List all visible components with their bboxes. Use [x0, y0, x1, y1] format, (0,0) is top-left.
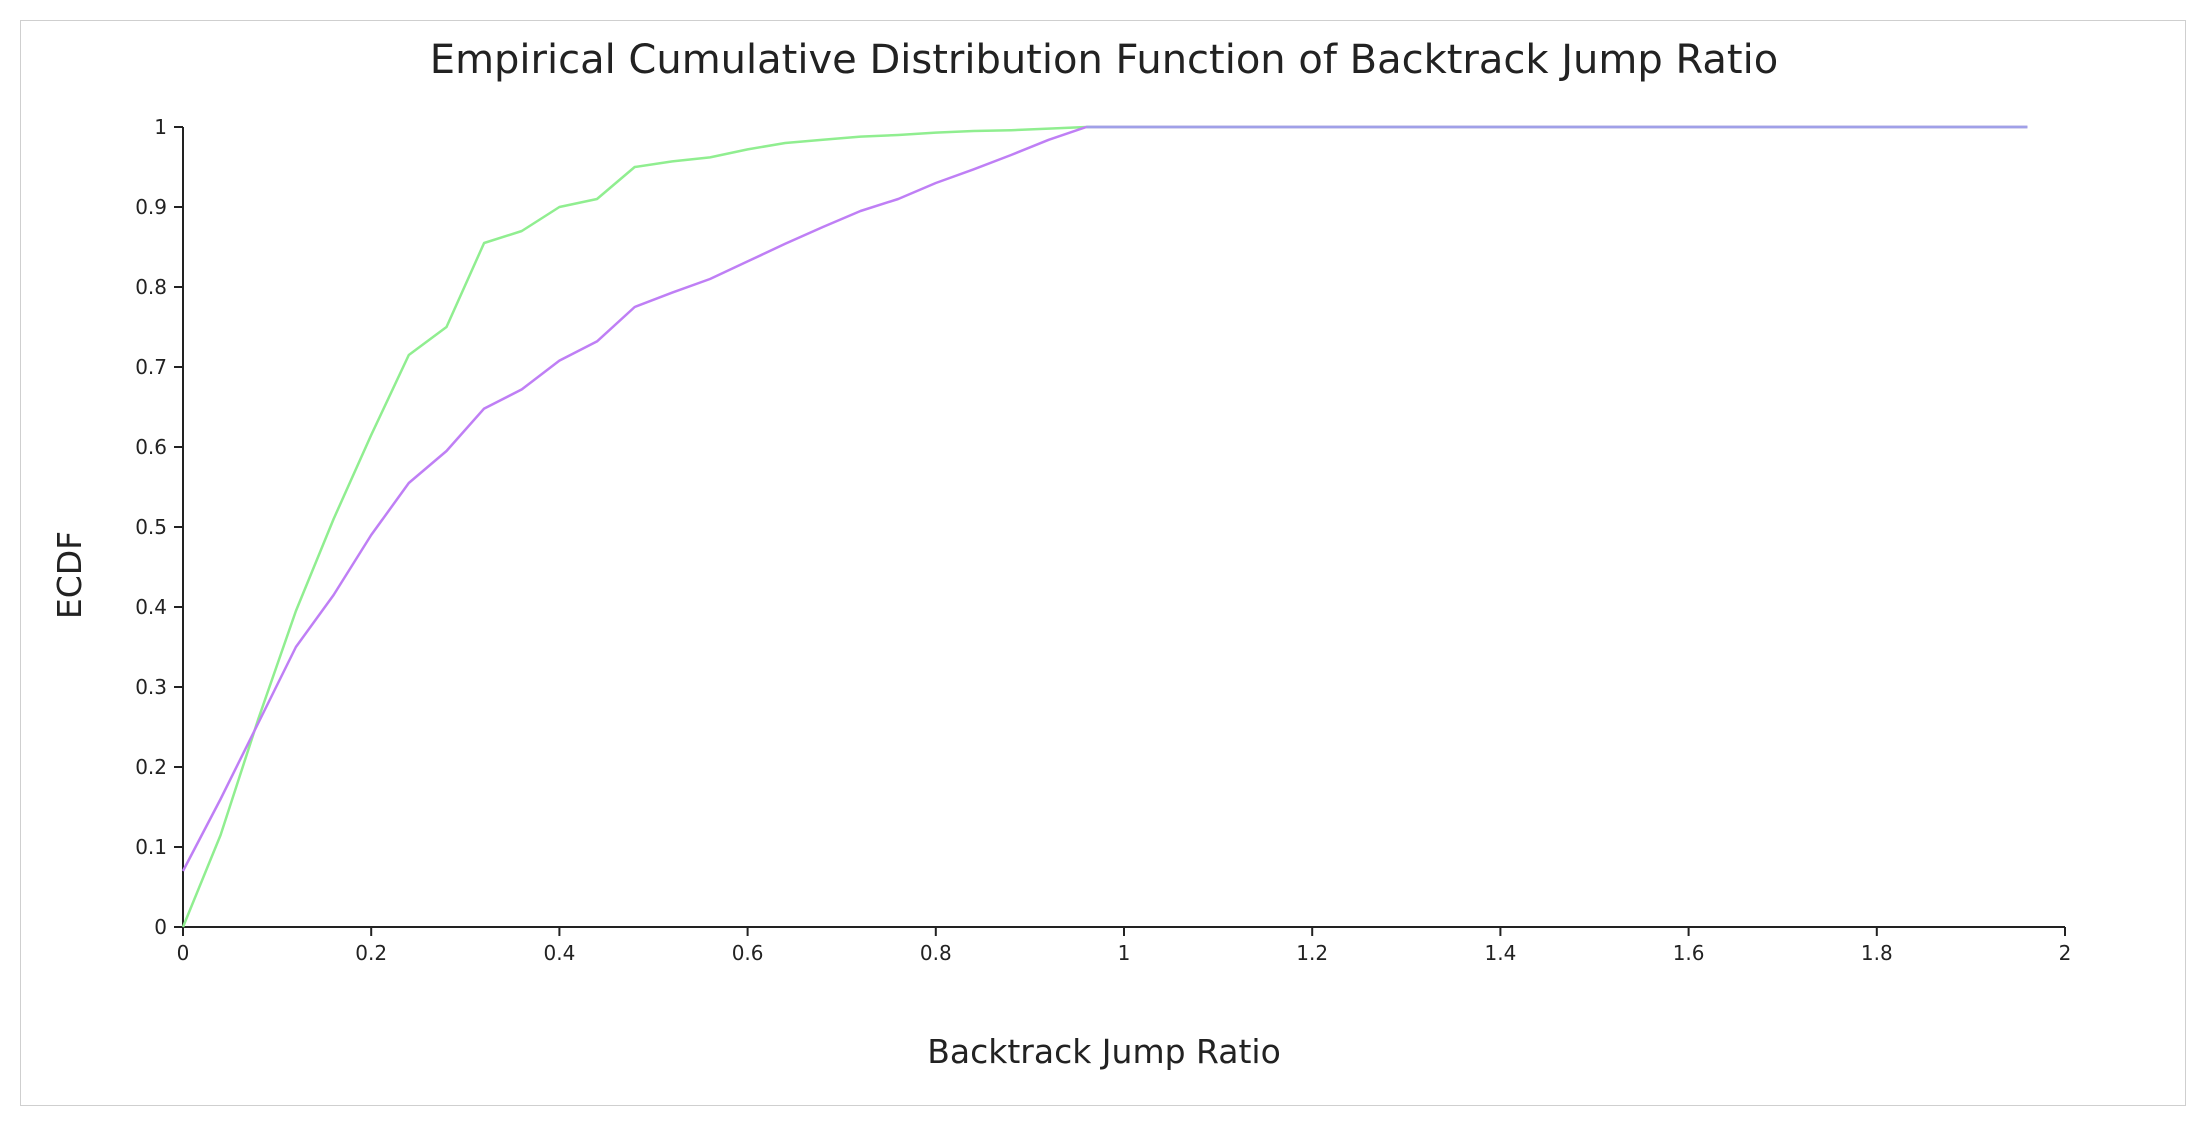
series-line-2 — [181, 125, 2028, 872]
x-tick-label: 1.2 — [1296, 941, 1328, 965]
y-axis-label: ECDF — [50, 531, 89, 619]
y-tick-label: 0.3 — [135, 675, 167, 699]
x-tick-label: 2 — [2059, 941, 2072, 965]
y-tick-label: 0.8 — [135, 275, 167, 299]
x-tick-label: 0.2 — [355, 941, 387, 965]
chart-title: Empirical Cumulative Distribution Functi… — [430, 37, 1778, 83]
y-tick-label: 1 — [154, 115, 167, 139]
chart-frame: Empirical Cumulative Distribution Functi… — [20, 20, 2186, 1106]
y-tick-label: 0.6 — [135, 435, 167, 459]
axes: 0 0.1 0.2 0.3 0.4 0.5 0.6 0.7 0.8 0.9 1 0 0.2 0.4 0.6 0… — [135, 115, 2071, 965]
y-tick-label: 0.7 — [135, 355, 167, 379]
y-tick-label: 0.9 — [135, 195, 167, 219]
y-tick-label: 0.5 — [135, 515, 167, 539]
y-tick-label: 0.4 — [135, 595, 167, 619]
x-tick-label: 1.8 — [1861, 941, 1893, 965]
x-tick-label: 0.4 — [543, 941, 575, 965]
x-tick-label: 0.8 — [920, 941, 952, 965]
y-tick-label: 0 — [154, 915, 167, 939]
x-axis-label: Backtrack Jump Ratio — [927, 1032, 1281, 1071]
x-tick-label: 0 — [177, 941, 190, 965]
x-tick-label: 1.6 — [1673, 941, 1705, 965]
x-tick-label: 1.4 — [1484, 941, 1516, 965]
ecdf-chart: Empirical Cumulative Distribution Functi… — [50, 37, 2071, 1071]
series-layer — [181, 125, 2028, 928]
x-tick-label: 0.6 — [732, 941, 764, 965]
y-tick-label: 0.2 — [135, 755, 167, 779]
series-line-1 — [181, 125, 2028, 928]
y-tick-label: 0.1 — [135, 835, 167, 859]
x-tick-label: 1 — [1118, 941, 1131, 965]
